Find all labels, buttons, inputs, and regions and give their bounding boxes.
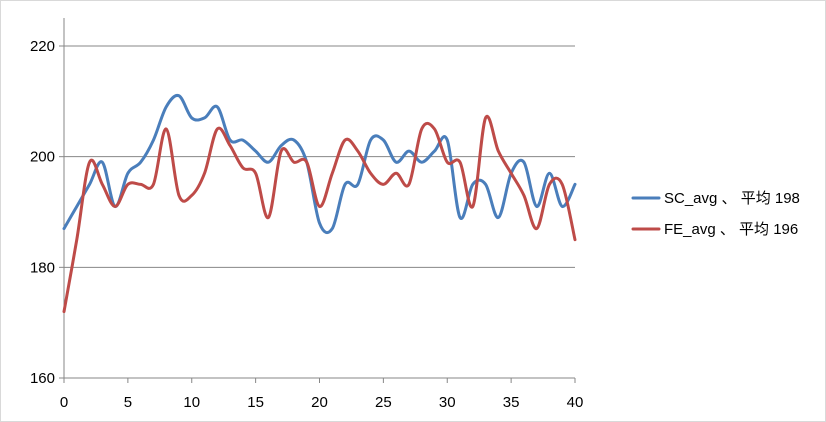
axis-layer: 160 180 200 220 0 5 10 15 20 25 30 35 40 [30, 18, 583, 411]
series-line-2 [62, 114, 577, 314]
x-tick-label: 25 [375, 394, 392, 411]
y-tick-label: 220 [30, 38, 55, 55]
grid-layer [64, 45, 575, 268]
x-tick-label: 5 [124, 394, 132, 411]
legend-label-1: SC_avg 、 平均 198 [664, 190, 800, 207]
x-tick-label: 35 [503, 394, 520, 411]
x-tick-label: 0 [60, 394, 68, 411]
x-tick-label: 20 [311, 394, 328, 411]
y-tick-label: 180 [30, 259, 55, 276]
x-tick-label: 40 [567, 394, 584, 411]
series-layer [62, 93, 577, 314]
x-tick-label: 10 [183, 394, 200, 411]
y-tick-label: 200 [30, 149, 55, 166]
y-tick-label: 160 [30, 370, 55, 387]
legend-label-2: FE_avg 、 平均 196 [664, 221, 798, 238]
x-tick-label: 15 [247, 394, 264, 411]
legend: SC_avg 、 平均 198 FE_avg 、 平均 196 [631, 190, 800, 238]
x-tick-label: 30 [439, 394, 456, 411]
series-line-1 [62, 93, 577, 235]
